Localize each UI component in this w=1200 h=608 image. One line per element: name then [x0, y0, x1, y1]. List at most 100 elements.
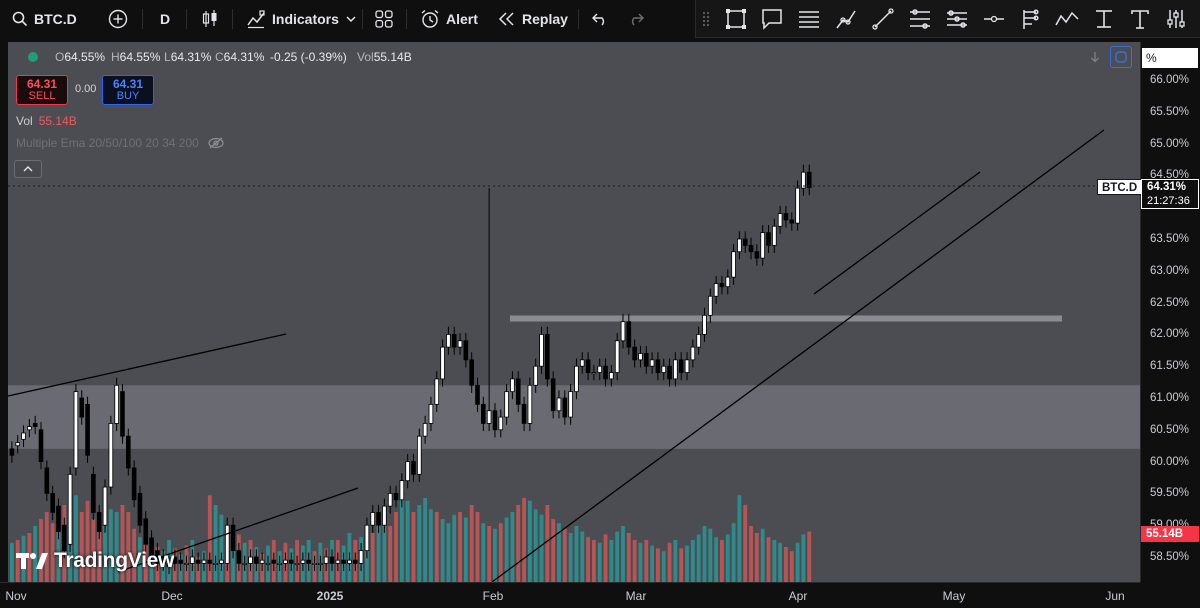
candle[interactable] — [370, 512, 376, 526]
candle[interactable] — [96, 512, 102, 532]
candle[interactable] — [248, 556, 253, 564]
candle[interactable] — [341, 559, 346, 564]
candle[interactable] — [9, 448, 15, 456]
candle[interactable] — [27, 426, 32, 431]
candle[interactable] — [323, 556, 329, 564]
candle[interactable] — [748, 244, 754, 253]
candle[interactable] — [678, 359, 684, 373]
candle[interactable] — [312, 562, 317, 565]
replay-button[interactable]: Replay — [498, 0, 568, 38]
candle[interactable] — [789, 219, 795, 224]
candle[interactable] — [120, 391, 125, 437]
callout-tool[interactable] — [760, 7, 784, 31]
candle[interactable] — [108, 423, 114, 488]
candle[interactable] — [469, 359, 474, 386]
candle[interactable] — [673, 359, 678, 380]
scale-unit-badge[interactable]: % — [1142, 48, 1198, 68]
eye-hidden-icon[interactable] — [208, 137, 224, 149]
candle[interactable] — [50, 492, 55, 513]
candle[interactable] — [661, 365, 667, 373]
symbol-search-button[interactable]: BTC.D — [12, 0, 77, 38]
candle[interactable] — [731, 251, 736, 278]
candle[interactable] — [521, 403, 527, 424]
candle[interactable] — [510, 378, 515, 393]
candle[interactable] — [783, 213, 789, 221]
candle[interactable] — [498, 416, 504, 431]
volume-legend[interactable]: Vol 55.14B — [16, 114, 77, 128]
buy-button[interactable]: 64.31 BUY — [102, 75, 154, 105]
candle[interactable] — [32, 423, 38, 428]
candle[interactable] — [224, 524, 230, 564]
candle[interactable] — [382, 505, 387, 526]
candle[interactable] — [806, 171, 812, 188]
price-scale[interactable]: 66.00% 65.50% 65.00% 64.50% 63.50% 63.00% 62.5… — [1140, 42, 1200, 582]
candle[interactable] — [67, 473, 73, 545]
candle[interactable] — [515, 378, 521, 405]
candle[interactable] — [632, 346, 637, 361]
candle[interactable] — [405, 461, 410, 482]
ema-legend[interactable]: Multiple Ema 20/50/100 20 34 200 — [16, 136, 224, 150]
candle[interactable] — [585, 359, 591, 373]
undo-button[interactable] — [592, 0, 608, 38]
candle[interactable] — [620, 321, 626, 342]
candle[interactable] — [376, 512, 381, 526]
candle[interactable] — [708, 295, 713, 316]
candle[interactable] — [737, 238, 742, 253]
candle[interactable] — [591, 372, 597, 375]
candle[interactable] — [614, 340, 620, 373]
candle[interactable] — [387, 492, 393, 507]
candle[interactable] — [15, 442, 21, 447]
candle[interactable] — [230, 524, 236, 552]
sell-button[interactable]: 64.31 SELL — [16, 75, 68, 105]
candle[interactable] — [416, 435, 422, 475]
candle[interactable] — [766, 232, 771, 246]
time-scale[interactable]: Nov Dec 2025 Feb Mar Apr May Jun — [0, 582, 1140, 608]
candle[interactable] — [207, 559, 213, 564]
trend-line-long-support[interactable] — [491, 129, 1105, 582]
candle[interactable] — [545, 333, 550, 380]
candle[interactable] — [719, 283, 725, 288]
candle[interactable] — [352, 559, 358, 564]
candle[interactable] — [91, 473, 96, 513]
collapse-legend-button[interactable] — [14, 160, 42, 178]
candle[interactable] — [219, 559, 224, 564]
candle[interactable] — [259, 559, 265, 564]
candle[interactable] — [172, 556, 178, 564]
candle[interactable] — [201, 559, 207, 564]
trend-line-short-support[interactable] — [813, 171, 981, 295]
candle[interactable] — [358, 550, 364, 564]
candle[interactable] — [294, 562, 300, 565]
tradingview-watermark[interactable]: TradingView — [16, 549, 174, 573]
candle[interactable] — [131, 467, 137, 501]
candle[interactable] — [335, 559, 341, 564]
candle[interactable] — [690, 346, 696, 361]
horizontal-ray-tool[interactable] — [982, 7, 1006, 31]
candle[interactable] — [277, 562, 282, 565]
interval-button[interactable]: D — [160, 0, 170, 38]
candle[interactable] — [318, 562, 323, 565]
candle[interactable] — [574, 365, 579, 393]
candle[interactable] — [434, 378, 440, 405]
parallel-channel-tool[interactable] — [908, 7, 932, 31]
candle[interactable] — [696, 333, 701, 348]
candle[interactable] — [329, 556, 335, 564]
candle[interactable] — [190, 556, 195, 564]
candle[interactable] — [44, 467, 50, 494]
market-status-icon[interactable] — [28, 52, 38, 62]
candle[interactable] — [184, 562, 189, 565]
candle[interactable] — [288, 559, 294, 564]
candle[interactable] — [597, 365, 603, 373]
candle[interactable] — [73, 391, 79, 469]
trend-line-lower-left[interactable] — [117, 487, 359, 573]
candle[interactable] — [754, 251, 760, 259]
candle[interactable] — [364, 524, 370, 552]
candle[interactable] — [655, 359, 661, 373]
candle[interactable] — [702, 314, 707, 335]
candle[interactable] — [85, 403, 90, 456]
candle[interactable] — [160, 556, 166, 564]
candle[interactable] — [463, 340, 469, 361]
candle[interactable] — [195, 559, 201, 564]
candle[interactable] — [777, 213, 783, 227]
candle[interactable] — [440, 346, 445, 380]
candle[interactable] — [760, 232, 765, 259]
